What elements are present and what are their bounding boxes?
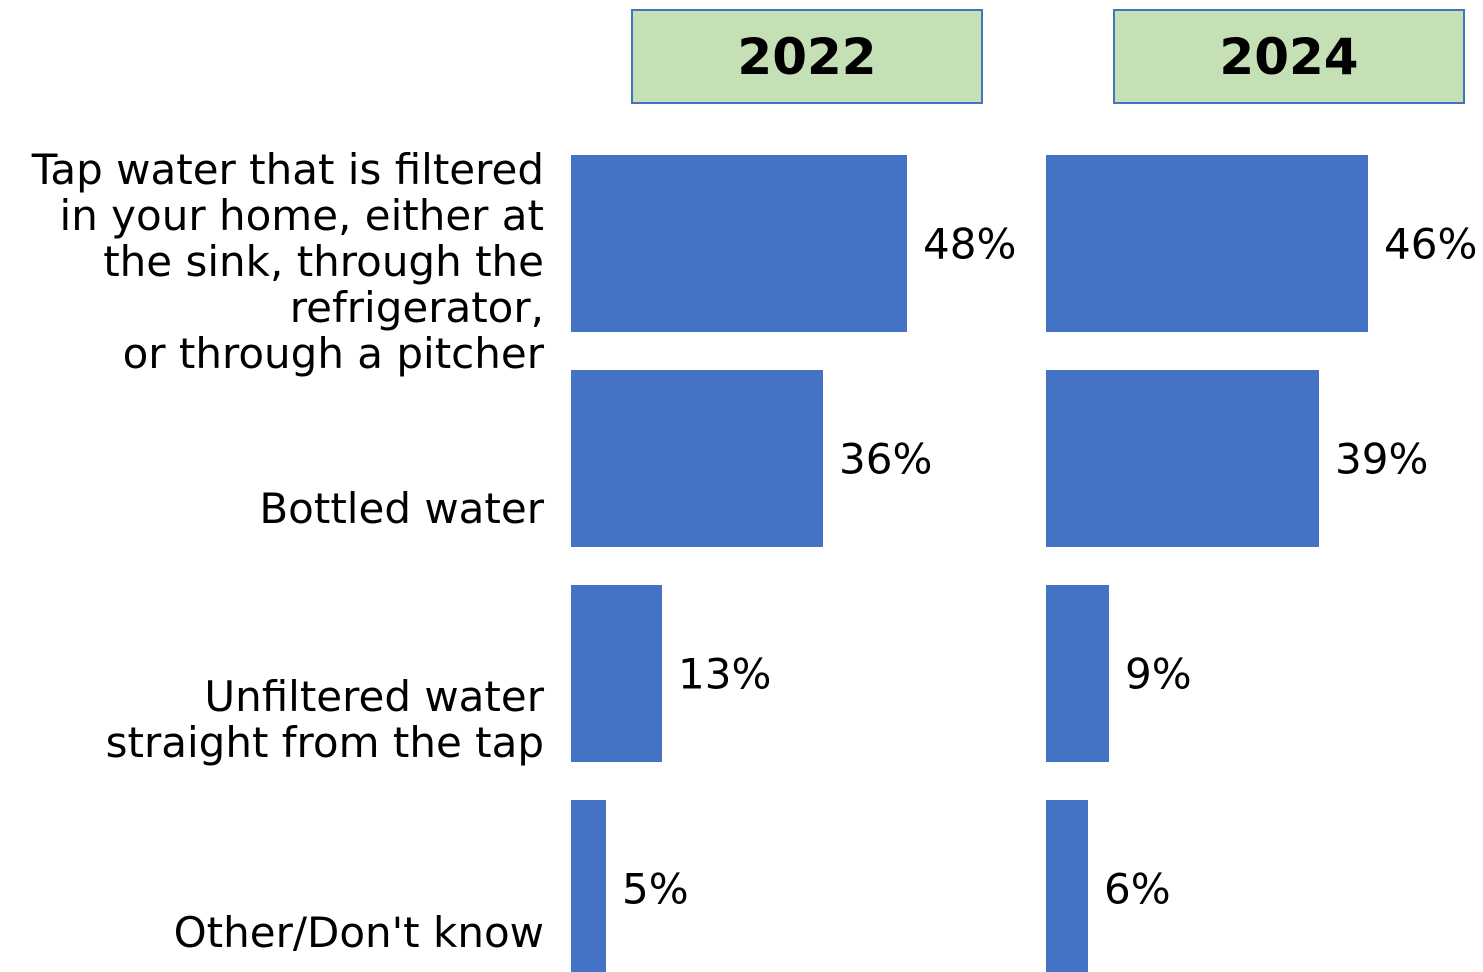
panel-header-2024: 2024 — [1113, 9, 1465, 104]
value-label-2024-3: 6% — [1104, 865, 1171, 914]
category-label-bottled: Bottled water — [259, 484, 544, 533]
bar-2024-1 — [1046, 370, 1319, 547]
value-label-2022-1: 36% — [839, 435, 932, 484]
bar-2022-3 — [571, 800, 606, 972]
value-label-2022-2: 13% — [678, 650, 771, 699]
value-label-2022-0: 48% — [923, 220, 1016, 269]
bar-2022-1 — [571, 370, 823, 547]
bar-2022-0 — [571, 155, 907, 332]
bar-2024-2 — [1046, 585, 1109, 762]
category-label-unfiltered-tap: Unfiltered water straight from the tap — [105, 672, 544, 767]
bar-2022-2 — [571, 585, 662, 762]
value-label-2022-3: 5% — [622, 865, 689, 914]
value-label-2024-0: 46% — [1384, 220, 1477, 269]
category-label-filtered-tap: Tap water that is filtered in your home,… — [31, 145, 544, 378]
panel-header-2022: 2022 — [631, 9, 983, 104]
bar-2024-0 — [1046, 155, 1368, 332]
value-label-2024-1: 39% — [1335, 435, 1428, 484]
bar-2024-3 — [1046, 800, 1088, 972]
category-label-other: Other/Don't know — [173, 908, 544, 957]
value-label-2024-2: 9% — [1125, 650, 1192, 699]
